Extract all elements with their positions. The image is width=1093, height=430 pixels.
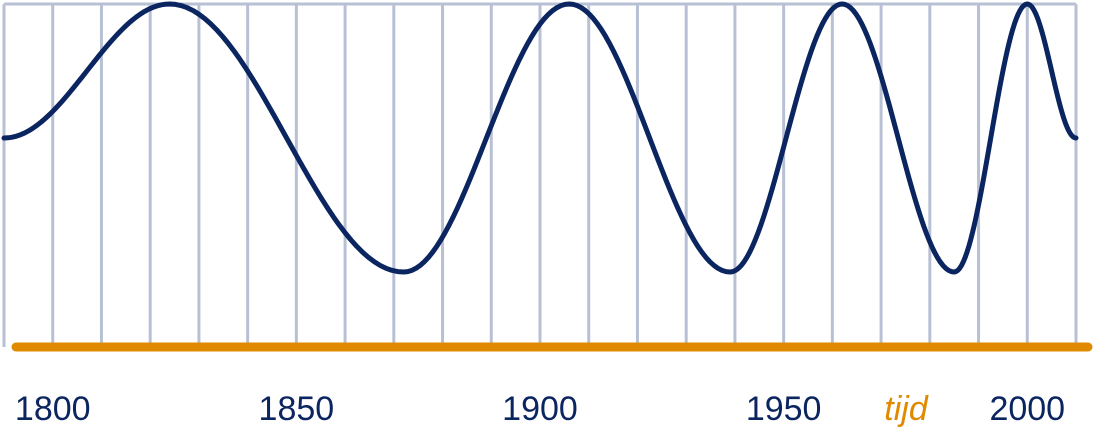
x-tick-label: 1900: [502, 390, 578, 428]
x-tick-labels: 1800 1850 1900 1950 2000: [15, 390, 1065, 428]
x-tick-label: 1950: [746, 390, 822, 428]
data-curve: [1, 1, 1079, 275]
grid: [2, 2, 1078, 347]
x-tick-label: 2000: [989, 390, 1065, 428]
x-tick-label: 1850: [259, 390, 335, 428]
x-axis-title: tijd: [884, 390, 929, 428]
x-tick-label: 1800: [15, 390, 91, 428]
